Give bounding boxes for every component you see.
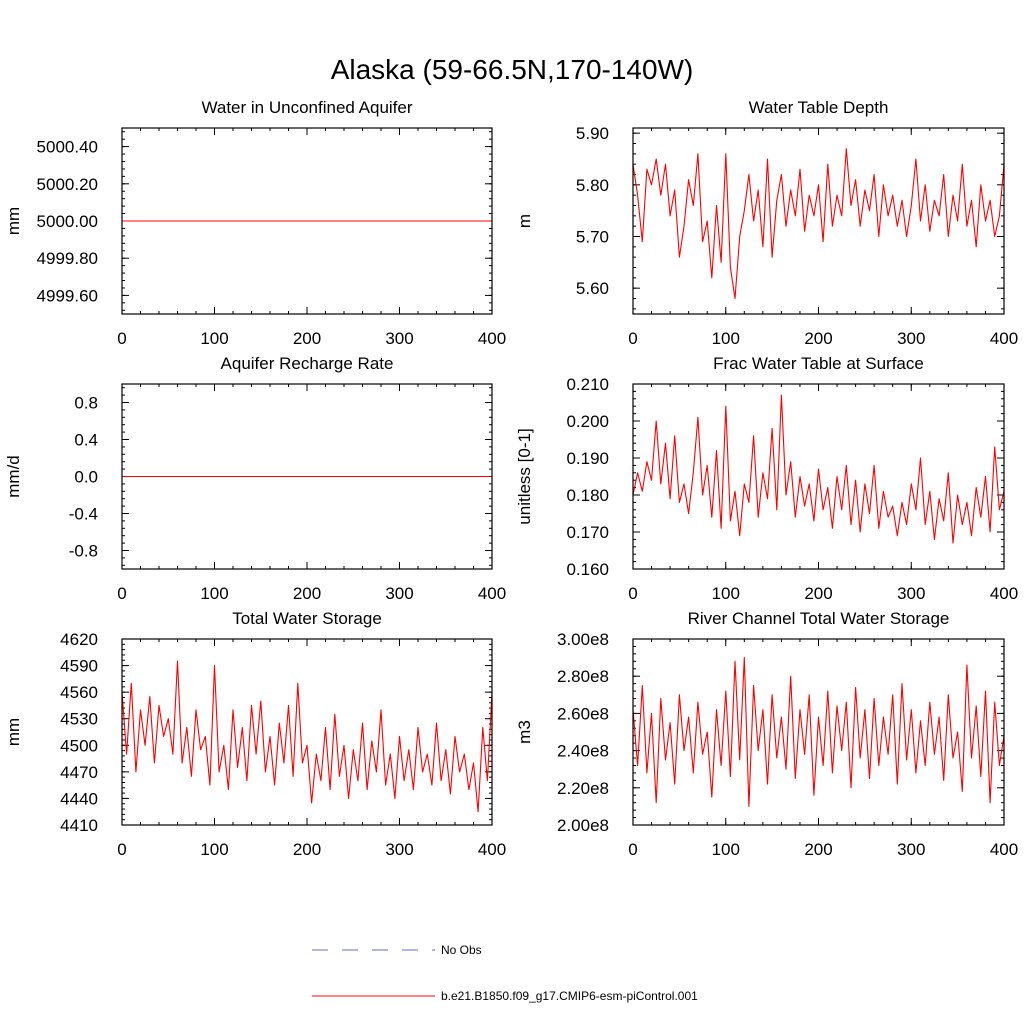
y-tick-label-recharge-rate: -0.4 <box>69 505 98 524</box>
y-axis-label-water-table-depth: m <box>515 214 534 228</box>
legend-label-no-obs: No Obs <box>441 943 482 957</box>
y-tick-label-unconfined-aquifer: 5000.40 <box>37 138 98 157</box>
panel-river-channel-storage: River Channel Total Water Storage m3 0 100 2… <box>515 609 1018 859</box>
plot-frame-total-water-storage <box>121 638 493 826</box>
y-tick-label-river-channel-storage: 2.40e8 <box>557 742 609 761</box>
series-line-river-channel-storage <box>632 657 1005 807</box>
plot-frame-recharge-rate <box>121 383 493 570</box>
x-tick-label-total-water-storage: 400 <box>478 840 506 859</box>
x-tick-label-total-water-storage: 200 <box>293 840 321 859</box>
x-tick-label-unconfined-aquifer: 300 <box>385 329 413 348</box>
x-tick-label-river-channel-storage: 300 <box>897 840 925 859</box>
y-tick-label-recharge-rate: 0.0 <box>74 468 98 487</box>
x-tick-label-recharge-rate: 300 <box>385 584 413 603</box>
y-tick-label-unconfined-aquifer: 4999.60 <box>37 286 98 305</box>
y-tick-label-total-water-storage: 4440 <box>60 789 98 808</box>
y-tick-label-total-water-storage: 4560 <box>60 683 98 702</box>
x-tick-label-river-channel-storage: 0 <box>628 840 637 859</box>
series-line-total-water-storage <box>121 660 493 813</box>
panel-water-table-depth: Water Table Depth m 0 100 200 300 400 5.60 5.70 5… <box>515 98 1018 348</box>
x-tick-label-recharge-rate: 0 <box>117 584 126 603</box>
y-tick-label-total-water-storage: 4470 <box>60 763 98 782</box>
x-tick-label-recharge-rate: 200 <box>293 584 321 603</box>
x-tick-label-water-table-depth: 400 <box>990 329 1018 348</box>
y-axis-label-unconfined-aquifer: mm <box>4 207 23 235</box>
x-tick-label-frac-water-table: 100 <box>712 584 740 603</box>
chart-panels: Water in Unconfined Aquifer mm 0 100 200 300 4… <box>4 98 1018 859</box>
x-tick-label-recharge-rate: 400 <box>478 584 506 603</box>
y-tick-label-frac-water-table: 0.210 <box>566 375 609 394</box>
x-tick-label-frac-water-table: 300 <box>897 584 925 603</box>
x-tick-label-water-table-depth: 100 <box>712 329 740 348</box>
x-tick-label-frac-water-table: 0 <box>628 584 637 603</box>
x-tick-label-water-table-depth: 200 <box>804 329 832 348</box>
x-tick-label-water-table-depth: 0 <box>628 329 637 348</box>
y-axis-label-river-channel-storage: m3 <box>515 720 534 744</box>
y-tick-label-total-water-storage: 4530 <box>60 710 98 729</box>
plot-frame-river-channel-storage <box>632 638 1005 826</box>
y-axis-label-frac-water-table: unitless [0-1] <box>515 428 534 524</box>
y-tick-label-recharge-rate: 0.8 <box>74 394 98 413</box>
y-tick-label-water-table-depth: 5.90 <box>576 124 609 143</box>
y-tick-label-river-channel-storage: 3.00e8 <box>557 630 609 649</box>
panel-title-total-water-storage: Total Water Storage <box>232 609 382 628</box>
x-tick-label-unconfined-aquifer: 0 <box>117 329 126 348</box>
y-tick-label-river-channel-storage: 2.60e8 <box>557 704 609 723</box>
series-line-water-table-depth <box>632 148 1005 300</box>
panel-title-unconfined-aquifer: Water in Unconfined Aquifer <box>201 98 412 117</box>
legend: No Obs b.e21.B1850.f09_g17.CMIP6-esm-piC… <box>312 943 698 1003</box>
y-axis-label-total-water-storage: mm <box>4 718 23 746</box>
plot-frame-water-table-depth <box>632 127 1005 315</box>
y-tick-label-unconfined-aquifer: 5000.20 <box>37 175 98 194</box>
y-tick-label-water-table-depth: 5.60 <box>576 279 609 298</box>
y-tick-label-frac-water-table: 0.180 <box>566 486 609 505</box>
y-tick-label-water-table-depth: 5.80 <box>576 176 609 195</box>
y-tick-label-river-channel-storage: 2.00e8 <box>557 816 609 835</box>
plot-frame-unconfined-aquifer <box>121 127 493 315</box>
y-tick-label-unconfined-aquifer: 4999.80 <box>37 249 98 268</box>
x-tick-label-unconfined-aquifer: 100 <box>200 329 228 348</box>
legend-label-model-run: b.e21.B1850.f09_g17.CMIP6-esm-piControl.… <box>441 989 698 1003</box>
x-tick-label-river-channel-storage: 400 <box>990 840 1018 859</box>
x-tick-label-total-water-storage: 0 <box>117 840 126 859</box>
plot-frame-frac-water-table <box>632 383 1005 570</box>
y-tick-label-total-water-storage: 4590 <box>60 657 98 676</box>
panel-total-water-storage: Total Water Storage mm 0 100 200 300 400 4410 44… <box>4 609 506 859</box>
y-tick-label-recharge-rate: -0.8 <box>69 542 98 561</box>
panel-title-recharge-rate: Aquifer Recharge Rate <box>221 354 394 373</box>
panel-frac-water-table: Frac Water Table at Surface unitless [0-1… <box>515 354 1018 603</box>
y-tick-label-total-water-storage: 4620 <box>60 630 98 649</box>
x-tick-label-frac-water-table: 200 <box>804 584 832 603</box>
x-tick-label-total-water-storage: 300 <box>385 840 413 859</box>
panel-title-frac-water-table: Frac Water Table at Surface <box>713 354 924 373</box>
y-tick-label-frac-water-table: 0.170 <box>566 523 609 542</box>
y-tick-label-unconfined-aquifer: 5000.00 <box>37 212 98 231</box>
y-tick-label-river-channel-storage: 2.80e8 <box>557 667 609 686</box>
y-axis-label-recharge-rate: mm/d <box>4 455 23 498</box>
series-line-frac-water-table <box>632 394 1005 544</box>
y-tick-label-recharge-rate: 0.4 <box>74 431 98 450</box>
x-tick-label-unconfined-aquifer: 200 <box>293 329 321 348</box>
x-tick-label-unconfined-aquifer: 400 <box>478 329 506 348</box>
panel-unconfined-aquifer: Water in Unconfined Aquifer mm 0 100 200 300 4… <box>4 98 506 348</box>
x-tick-label-total-water-storage: 100 <box>200 840 228 859</box>
y-tick-label-frac-water-table: 0.200 <box>566 412 609 431</box>
x-tick-label-river-channel-storage: 200 <box>804 840 832 859</box>
y-tick-label-frac-water-table: 0.190 <box>566 449 609 468</box>
y-tick-label-total-water-storage: 4410 <box>60 816 98 835</box>
y-tick-label-total-water-storage: 4500 <box>60 736 98 755</box>
panel-title-water-table-depth: Water Table Depth <box>749 98 889 117</box>
y-tick-label-frac-water-table: 0.160 <box>566 560 609 579</box>
x-tick-label-water-table-depth: 300 <box>897 329 925 348</box>
x-tick-label-recharge-rate: 100 <box>200 584 228 603</box>
panel-recharge-rate: Aquifer Recharge Rate mm/d 0 100 200 300 400 -0… <box>4 354 506 603</box>
y-tick-label-water-table-depth: 5.70 <box>576 228 609 247</box>
x-tick-label-river-channel-storage: 100 <box>712 840 740 859</box>
y-tick-label-river-channel-storage: 2.20e8 <box>557 779 609 798</box>
figure-title: Alaska (59-66.5N,170-140W) <box>331 54 694 85</box>
panel-title-river-channel-storage: River Channel Total Water Storage <box>688 609 950 628</box>
x-tick-label-frac-water-table: 400 <box>990 584 1018 603</box>
